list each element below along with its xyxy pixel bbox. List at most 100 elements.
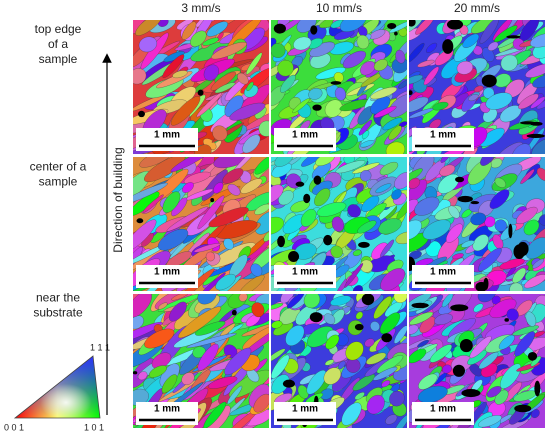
scale-label: 1 mm [430, 267, 456, 278]
scale-label: 1 mm [154, 404, 180, 415]
grain [285, 325, 305, 346]
grain [195, 321, 226, 336]
grain [144, 157, 186, 183]
grain [512, 38, 525, 51]
pore [526, 133, 545, 139]
row-label: top edge [35, 22, 82, 36]
grain [274, 157, 294, 167]
pore [442, 39, 454, 54]
ebsd-map: 1 mm [409, 294, 545, 428]
grain [133, 182, 168, 205]
grain [339, 20, 367, 32]
grain [161, 374, 178, 394]
grain [489, 298, 517, 319]
grain [409, 177, 421, 189]
grain [242, 134, 261, 154]
column-header: 10 mm/s [316, 1, 362, 15]
grain [479, 127, 505, 147]
grain [215, 273, 236, 291]
grain [323, 367, 342, 385]
pore [323, 234, 333, 246]
grain [473, 303, 484, 313]
grain [518, 93, 539, 110]
grain [331, 216, 345, 232]
scale-label: 1 mm [430, 130, 456, 141]
grain [315, 157, 335, 167]
grain [334, 87, 347, 101]
column-header: 20 mm/s [454, 1, 500, 15]
grain [277, 59, 294, 77]
grain [208, 376, 238, 389]
grain [480, 157, 496, 166]
grain [515, 206, 538, 225]
grain [389, 20, 407, 34]
grain [170, 95, 201, 126]
grain [512, 267, 527, 284]
pore [457, 195, 473, 203]
grain [197, 343, 219, 371]
grain [352, 249, 362, 257]
grain [451, 253, 464, 260]
grain [212, 125, 228, 141]
arrow-label: Direction of building [111, 147, 125, 252]
grain [434, 313, 453, 325]
grain [395, 49, 406, 64]
pore [288, 251, 300, 262]
grain [389, 390, 405, 407]
grain [306, 369, 327, 395]
grain [324, 99, 343, 118]
pore [133, 371, 138, 375]
scale-label: 1 mm [292, 130, 318, 141]
grain [254, 157, 269, 175]
grain [271, 43, 286, 59]
grain [477, 294, 497, 303]
grain [246, 52, 263, 75]
grain [263, 230, 269, 242]
grain [271, 184, 284, 204]
grain [500, 54, 518, 72]
grain [192, 346, 206, 359]
grain [172, 70, 188, 79]
pore [282, 379, 295, 388]
pore [452, 364, 465, 377]
grain [372, 366, 398, 381]
grain [205, 251, 216, 262]
grain [496, 141, 523, 154]
pore [197, 89, 204, 96]
grain [370, 86, 398, 100]
grain [222, 168, 244, 184]
grain [472, 234, 489, 252]
grain [357, 220, 377, 234]
grain [498, 334, 515, 350]
grain [271, 348, 286, 363]
grain [481, 47, 495, 62]
grain [202, 37, 219, 46]
grain [448, 205, 460, 219]
grain [280, 74, 296, 93]
grain [462, 33, 480, 48]
grain [323, 313, 336, 325]
grain [361, 195, 380, 212]
pore [354, 323, 364, 331]
grain [414, 196, 440, 216]
grain [271, 302, 284, 310]
pore [450, 304, 469, 312]
ebsd-map: 1 mm [133, 157, 269, 291]
grain [511, 143, 531, 154]
pore [411, 302, 429, 309]
pore [394, 31, 398, 36]
grain [378, 218, 402, 235]
grain [388, 125, 402, 141]
grain [240, 178, 263, 194]
grain [525, 237, 545, 260]
grain [253, 393, 269, 413]
grain [290, 200, 310, 213]
ipf-label-101: 1 0 1 [84, 422, 104, 432]
pore [309, 312, 323, 323]
grain [425, 42, 438, 54]
grain [157, 228, 189, 251]
ipf-label-111: 1 1 1 [90, 342, 110, 352]
grain [137, 371, 148, 381]
grain [409, 42, 425, 63]
grain [196, 92, 222, 118]
